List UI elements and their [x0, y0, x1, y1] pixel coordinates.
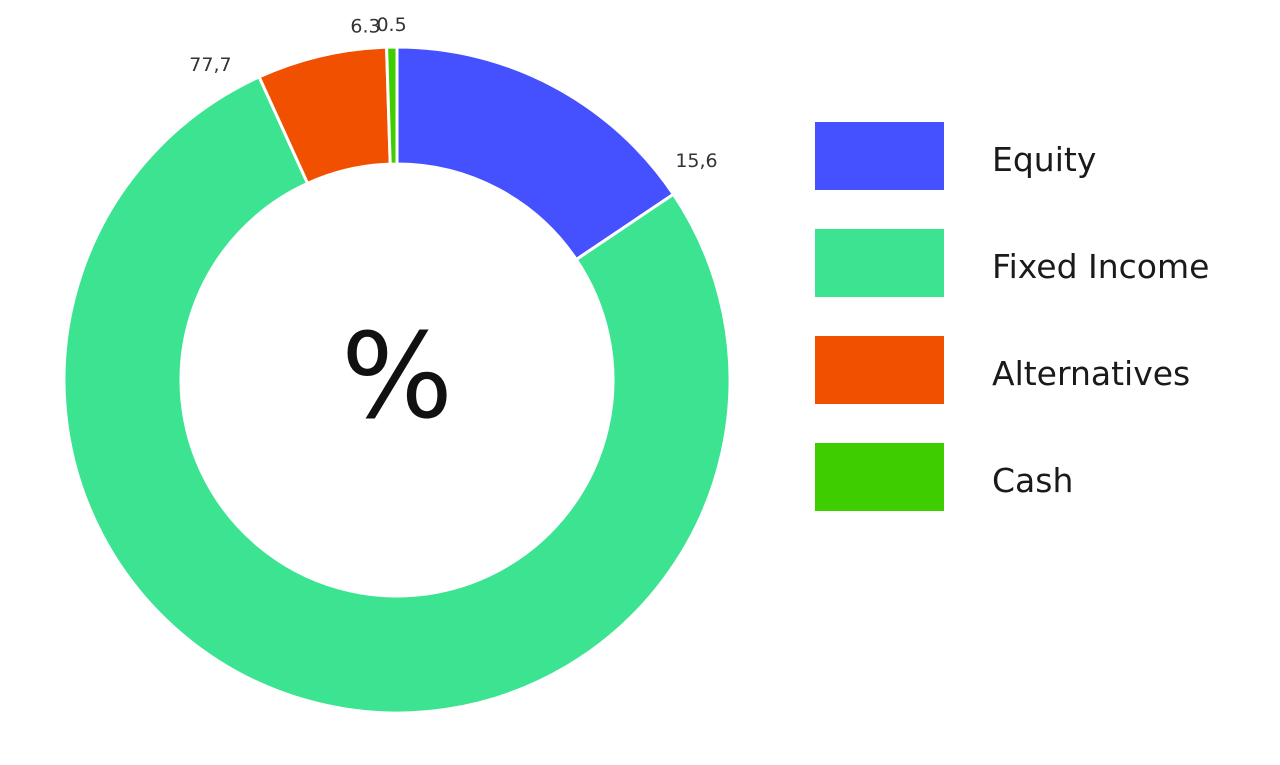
legend-label: Cash [992, 461, 1074, 500]
data-label-alternatives: 6.3 [350, 15, 380, 37]
donut-slices [62, 45, 732, 715]
data-label-equity: 15,6 [675, 150, 717, 172]
slice-fixed-income [62, 74, 732, 715]
legend-swatch [815, 122, 944, 190]
legend-label: Fixed Income [992, 247, 1210, 286]
legend-label: Alternatives [992, 354, 1191, 393]
legend-swatch [815, 336, 944, 404]
legend-label: Equity [992, 140, 1097, 179]
data-labels: 15,6 77,7 6.30.5 [189, 14, 717, 172]
slice-cash [385, 45, 399, 166]
center-label: % [341, 307, 453, 445]
data-label-cash: 0.5 [376, 14, 406, 36]
data-label-fixed-income: 77,7 [189, 54, 231, 76]
legend-swatch [815, 229, 944, 297]
legend-swatch [815, 443, 944, 511]
